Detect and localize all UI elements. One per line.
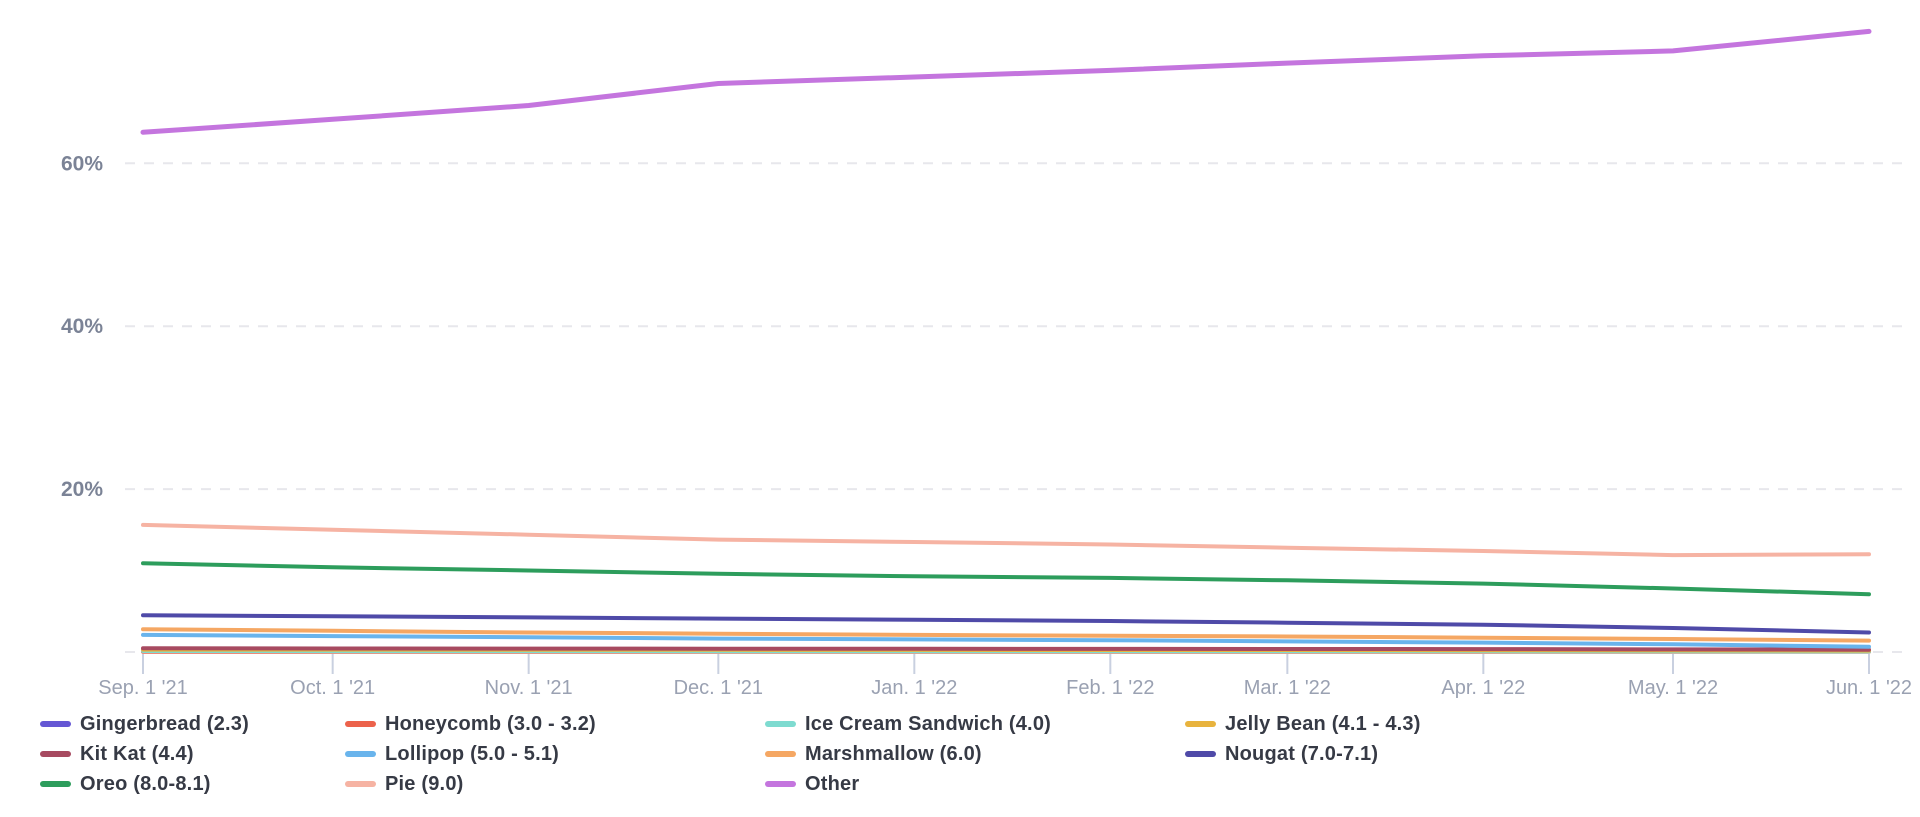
series-line-pie-9-0 [141, 522, 1871, 558]
y-axis-tick-label: 40% [61, 315, 103, 338]
series-line-kit-kat-4-4 [141, 646, 1871, 652]
legend-label: Gingerbread (2.3) [80, 712, 249, 735]
x-axis-tick-label: Mar. 1 '22 [1244, 677, 1331, 699]
x-axis-tick-label: Dec. 1 '21 [674, 677, 763, 699]
legend-swatch-gingerbread-2-3 [40, 721, 71, 727]
legend: Gingerbread (2.3) Honeycomb (3.0 - 3.2) Ic… [40, 709, 1910, 799]
legend-item-kit-kat-4-4[interactable]: Kit Kat (4.4) [40, 743, 345, 766]
x-axis-tick-label: Jun. 1 '22 [1826, 677, 1912, 699]
legend-label: Nougat (7.0-7.1) [1225, 742, 1379, 765]
legend-swatch-jelly-bean-4-1-4-3 [1185, 721, 1216, 727]
legend-label: Other [805, 772, 860, 795]
chart-canvas[interactable]: 20% 40% 60% Sep. 1 '21 Oct. 1 '21 Nov. 1 '21 D… [0, 0, 1920, 705]
x-axis-tick-label: Jan. 1 '22 [871, 677, 957, 699]
series-line-marshmallow-6-0 [141, 627, 1871, 643]
legend-item-nougat-7-0-7-1[interactable]: Nougat (7.0-7.1) [1185, 743, 1910, 766]
legend-item-honeycomb-3-0-3-2[interactable]: Honeycomb (3.0 - 3.2) [345, 713, 765, 736]
x-axis-tick-label: May. 1 '22 [1628, 677, 1718, 699]
legend-label: Pie (9.0) [385, 772, 464, 795]
legend-swatch-oreo-8-0-8-1 [40, 781, 71, 787]
legend-label: Marshmallow (6.0) [805, 742, 982, 765]
x-axis-tick-label: Apr. 1 '22 [1441, 677, 1525, 699]
legend-label: Kit Kat (4.4) [80, 742, 194, 765]
x-axis-tick-label: Oct. 1 '21 [290, 677, 375, 699]
legend-swatch-lollipop-5-0-5-1 [345, 751, 376, 757]
legend-label: Honeycomb (3.0 - 3.2) [385, 712, 596, 735]
legend-item-other[interactable]: Other [765, 773, 1185, 796]
series-line-other [140, 28, 1872, 135]
y-axis-tick-label: 20% [61, 478, 103, 501]
y-axis-tick-label: 60% [61, 152, 103, 175]
legend-item-ice-cream-sandwich-4-0[interactable]: Ice Cream Sandwich (4.0) [765, 713, 1185, 736]
x-axis-tick-label: Sep. 1 '21 [98, 677, 187, 699]
legend-item-gingerbread-2-3[interactable]: Gingerbread (2.3) [40, 713, 345, 736]
series-line-nougat-7-0-7-1 [141, 613, 1871, 635]
legend-item-marshmallow-6-0[interactable]: Marshmallow (6.0) [765, 743, 1185, 766]
legend-swatch-other [765, 781, 796, 787]
legend-label: Jelly Bean (4.1 - 4.3) [1225, 712, 1421, 735]
x-axis-tick-label: Nov. 1 '21 [485, 677, 573, 699]
series-line-lollipop-5-0-5-1 [141, 632, 1871, 649]
legend-item-pie-9-0[interactable]: Pie (9.0) [345, 773, 765, 796]
legend-item-lollipop-5-0-5-1[interactable]: Lollipop (5.0 - 5.1) [345, 743, 765, 766]
legend-swatch-honeycomb-3-0-3-2 [345, 721, 376, 727]
series-line-oreo-8-0-8-1 [141, 561, 1871, 597]
legend-swatch-kit-kat-4-4 [40, 751, 71, 757]
x-axis-tick-label: Feb. 1 '22 [1066, 677, 1154, 699]
legend-swatch-nougat-7-0-7-1 [1185, 751, 1216, 757]
legend-swatch-marshmallow-6-0 [765, 751, 796, 757]
legend-swatch-ice-cream-sandwich-4-0 [765, 721, 796, 727]
legend-item-oreo-8-0-8-1[interactable]: Oreo (8.0-8.1) [40, 773, 345, 796]
legend-label: Oreo (8.0-8.1) [80, 772, 211, 795]
legend-item-jelly-bean-4-1-4-3[interactable]: Jelly Bean (4.1 - 4.3) [1185, 713, 1910, 736]
legend-swatch-pie-9-0 [345, 781, 376, 787]
legend-label: Lollipop (5.0 - 5.1) [385, 742, 560, 765]
legend-label: Ice Cream Sandwich (4.0) [805, 712, 1052, 735]
